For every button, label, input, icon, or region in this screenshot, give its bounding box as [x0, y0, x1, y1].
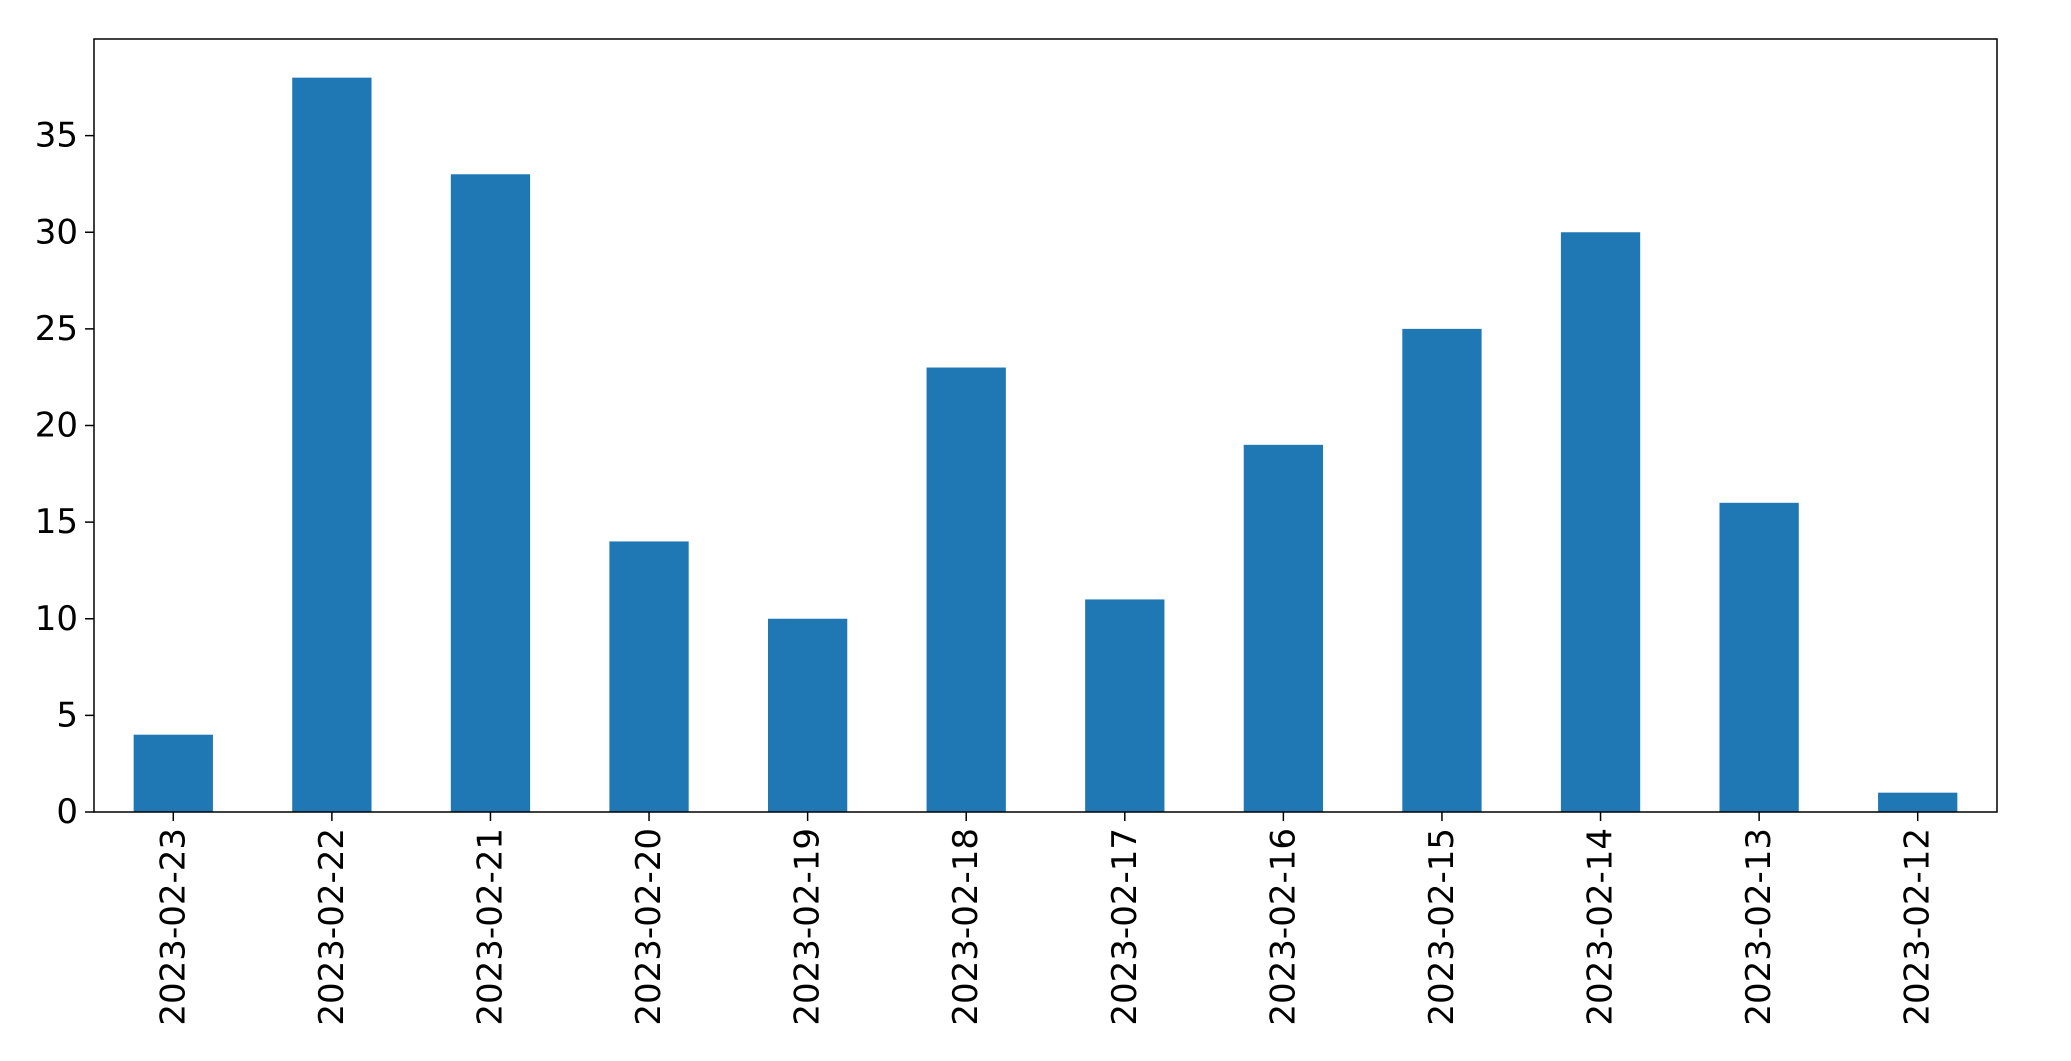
x-axis: 2023-02-23 2023-02-22 2023-02-21 2023-02-20… [153, 812, 1938, 1026]
x-tick-label-2023-02-21: 2023-02-21 [470, 828, 510, 1026]
plot-frame [93, 38, 1998, 813]
bar-2023-02-12 [1878, 792, 1958, 812]
x-tick-label-2023-02-17: 2023-02-17 [1105, 828, 1145, 1026]
y-tick-label-10: 10 [35, 599, 78, 639]
bars-group [133, 77, 1958, 812]
x-tick-label-2023-02-23: 2023-02-23 [153, 828, 193, 1026]
bar-2023-02-14 [1560, 232, 1641, 812]
bar-2023-02-15 [1402, 328, 1482, 812]
bar-2023-02-16 [1243, 444, 1324, 812]
x-tick-label-2023-02-22: 2023-02-22 [312, 828, 352, 1026]
x-tick-label-2023-02-12: 2023-02-12 [1898, 828, 1938, 1026]
x-tick-label-2023-02-19: 2023-02-19 [788, 828, 828, 1026]
y-tick-label-0: 0 [56, 792, 78, 832]
bar-2023-02-23 [133, 734, 213, 812]
x-tick-label-2023-02-14: 2023-02-14 [1581, 828, 1621, 1026]
bar-2023-02-17 [1085, 599, 1165, 812]
x-tick-label-2023-02-20: 2023-02-20 [629, 828, 669, 1026]
x-tick-label-2023-02-16: 2023-02-16 [1263, 828, 1303, 1026]
y-axis: 0 5 10 15 20 25 30 35 [35, 116, 94, 832]
bar-2023-02-13 [1719, 502, 1799, 812]
x-tick-label-2023-02-18: 2023-02-18 [946, 828, 986, 1026]
y-tick-label-35: 35 [35, 116, 78, 156]
bar-2023-02-21 [450, 174, 531, 812]
y-tick-label-5: 5 [56, 695, 78, 735]
y-tick-label-30: 30 [35, 212, 78, 252]
bar-2023-02-19 [767, 618, 848, 812]
x-tick-label-2023-02-13: 2023-02-13 [1739, 828, 1779, 1026]
y-tick-label-20: 20 [35, 406, 78, 446]
x-tick-label-2023-02-15: 2023-02-15 [1422, 828, 1462, 1026]
bar-2023-02-18 [926, 367, 1006, 812]
y-tick-label-25: 25 [35, 309, 78, 349]
bar-2023-02-20 [609, 541, 689, 812]
y-tick-label-15: 15 [35, 502, 78, 542]
bar-2023-02-22 [292, 77, 372, 812]
